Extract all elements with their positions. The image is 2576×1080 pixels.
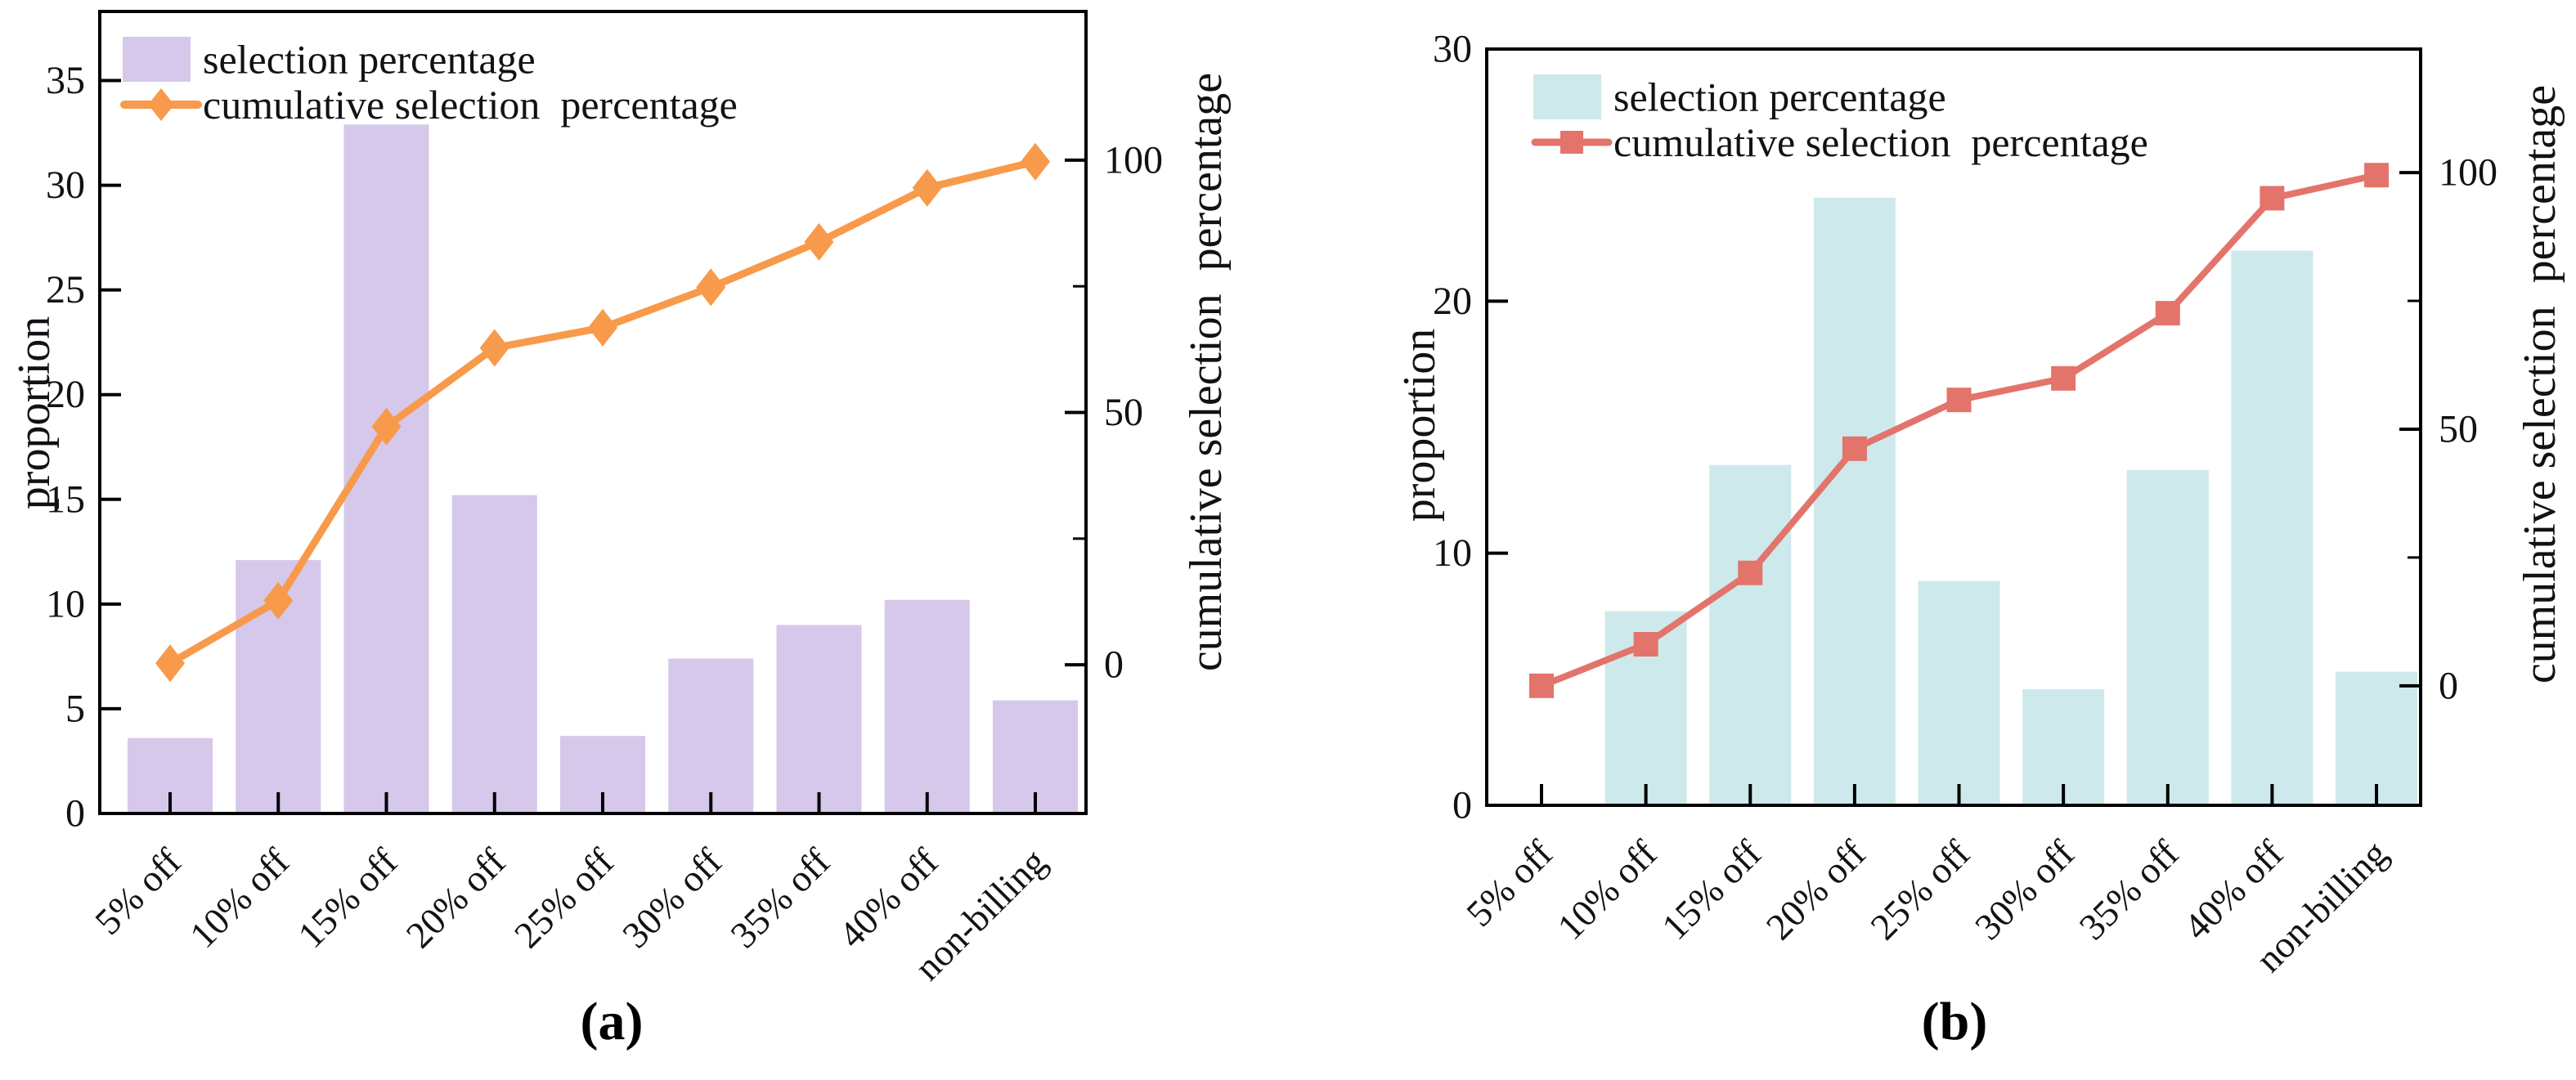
right-tick-label: 100 [1104,138,1163,181]
caption-b: (b) [1921,992,1988,1051]
right-tick-label: 100 [2439,151,2497,195]
bar-30% off [668,658,754,813]
x-tick-label: 15% off [1654,832,1770,948]
legend-bar-label: selection percentage [203,37,536,83]
left-tick-label: 10 [1433,531,1472,575]
legend-line-marker [148,88,174,121]
left-axis-title: proportion [1394,329,1445,522]
bar-non-billing [2336,671,2418,805]
legend-bar-label: selection percentage [1613,74,1946,120]
line-marker [912,168,942,207]
line-marker [2155,301,2180,326]
legend-bar-swatch [1533,74,1601,119]
left-axis-title: proportion [9,316,60,509]
plot-frame [1485,47,2422,807]
line-marker [588,308,617,347]
legend-line-label: cumulative selection percentage [203,82,738,128]
x-tick-label: 10% off [182,840,298,957]
line-marker [1738,560,1763,585]
left-tick-label: 15 [46,477,85,521]
bar-20% off [1813,197,1896,805]
x-tick-label: 5% off [87,840,189,943]
left-tick-label: 35 [46,59,85,102]
left-tick-label: 30 [46,164,85,207]
line-marker [696,268,726,307]
x-tick-label: 20% off [398,840,514,957]
line-marker [479,329,509,367]
line-marker [2364,163,2390,188]
left-tick-label: 30 [1433,28,1472,71]
plot-frame [98,10,1088,815]
left-tick-label: 20 [46,373,85,416]
left-tick-label: 25 [46,268,85,311]
legend-line-marker [1560,131,1583,154]
line-marker [1021,142,1050,181]
x-tick-label: 35% off [2071,832,2188,948]
line-marker [155,644,185,683]
line-marker [1633,632,1658,657]
left-tick-label: 10 [46,582,85,625]
x-tick-label: 25% off [1862,832,1978,948]
bar-35% off [776,625,862,813]
line-marker [1529,673,1554,698]
line-marker [1842,436,1867,461]
x-tick-label: 35% off [722,840,838,957]
right-tick-label: 0 [1104,643,1124,687]
line-marker [263,581,294,620]
right-axis-title: cumulative selection percentage [2515,85,2565,683]
line-marker [2051,365,2076,391]
left-tick-label: 5 [65,687,85,730]
legend-bar-swatch [123,37,191,82]
left-tick-label: 0 [1452,784,1472,827]
x-tick-label: 25% off [506,840,622,957]
left-tick-label: 0 [65,792,85,836]
x-tick-label: 30% off [1967,832,2083,948]
bar-20% off [451,495,537,813]
line-marker [2260,186,2285,211]
right-tick-label: 50 [1104,391,1143,434]
legend-line-label: cumulative selection percentage [1613,119,2148,165]
x-tick-label: 10% off [1550,832,1666,948]
left-tick-label: 20 [1433,280,1472,323]
bar-15% off [1709,464,1792,805]
right-axis-title: cumulative selection percentage [1181,73,1232,671]
x-tick-label: 15% off [289,840,406,957]
bar-40% off [884,599,970,813]
bar-40% off [2231,250,2313,806]
bar-35% off [2126,469,2209,805]
right-tick-label: 0 [2439,664,2458,707]
line-marker [804,222,834,261]
x-tick-label: 30% off [614,840,730,957]
caption-a: (a) [580,992,644,1051]
line-marker [371,407,402,446]
right-tick-label: 50 [2439,407,2478,450]
bar-25% off [1918,580,2000,805]
x-tick-label: 20% off [1758,832,1874,948]
x-tick-label: 5% off [1458,832,1560,934]
line-marker [1946,388,1972,413]
